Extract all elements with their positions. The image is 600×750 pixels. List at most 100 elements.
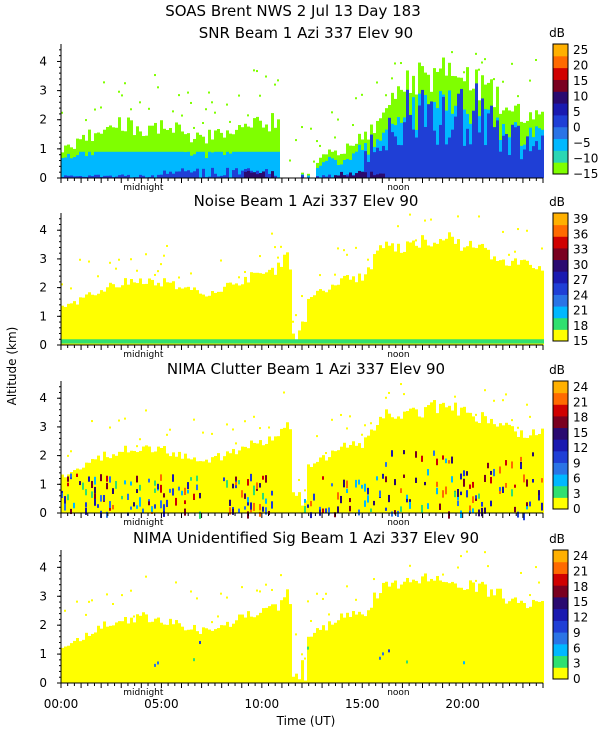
colorbar-segment — [553, 247, 568, 261]
colorbar-segment — [553, 497, 568, 510]
colorbar-unit: dB — [549, 195, 565, 209]
colorbar-tick-label: −10 — [573, 152, 598, 166]
y-tick-label: 2 — [39, 281, 47, 295]
colorbar-segment — [553, 596, 568, 610]
colorbar-tick-label: 21 — [573, 395, 588, 409]
colorbar-segment — [553, 439, 568, 452]
panel-title: NIMA Unidentified Sig Beam 1 Azi 337 Ele… — [133, 529, 479, 547]
colorbar-tick-label: 9 — [573, 626, 581, 640]
midnight-label: midnight — [123, 688, 164, 698]
colorbar-tick-label: 6 — [573, 472, 581, 486]
colorbar-segment — [553, 620, 568, 633]
colorbar-segment — [553, 162, 568, 175]
colorbar-tick-label: 15 — [573, 426, 588, 440]
colorbar-segment — [553, 485, 568, 498]
noon-label: noon — [387, 688, 409, 698]
colorbar-tick-label: 24 — [573, 380, 588, 394]
colorbar-tick-label: 18 — [573, 319, 588, 333]
colorbar-tick-label: −5 — [573, 136, 591, 150]
y-tick-label: 0 — [39, 506, 47, 520]
y-tick-label: 3 — [39, 252, 47, 266]
y-tick-label: 4 — [39, 54, 47, 68]
colorbar-segment — [553, 608, 568, 621]
colorbar-segment — [553, 79, 568, 92]
y-tick-label: 4 — [39, 223, 47, 237]
noon-label: noon — [387, 183, 409, 193]
heatmap-cells — [61, 213, 544, 345]
colorbar-segment — [553, 392, 568, 405]
colorbar-tick-label: 12 — [573, 441, 588, 455]
y-tick-label: 0 — [39, 171, 47, 185]
colorbar-segment — [553, 91, 568, 104]
colorbar-segment — [553, 271, 568, 284]
colorbar-tick-label: 10 — [573, 90, 588, 104]
colorbar-tick-label: 27 — [573, 273, 588, 287]
colorbar-segment — [553, 561, 568, 574]
colorbar-segment — [553, 294, 568, 307]
colorbar-segment — [553, 450, 568, 463]
panel-4: NIMA Unidentified Sig Beam 1 Azi 337 Ele… — [39, 529, 588, 698]
y-tick-label: 3 — [39, 589, 47, 603]
colorbar-segment — [553, 150, 568, 163]
midnight-label: midnight — [123, 183, 164, 193]
colorbar-tick-label: 12 — [573, 611, 588, 625]
x-tick-labels: 00:00 05:00 10:00 15:00 20:00 — [44, 697, 480, 711]
colorbar-segment — [553, 655, 568, 668]
y-tick-label: 0 — [39, 338, 47, 352]
colorbar-tick-label: 0 — [573, 121, 581, 135]
heatmap-cells — [61, 550, 544, 683]
noon-label: noon — [387, 350, 409, 360]
colorbar-tick-label: 3 — [573, 657, 581, 671]
colorbar-segment — [553, 224, 568, 237]
colorbar-segment — [553, 427, 568, 440]
colorbar-segment — [553, 259, 568, 272]
colorbar-tick-label: 30 — [573, 258, 588, 272]
y-axis-label: Altitude (km) — [5, 327, 19, 406]
colorbar-tick-label: 33 — [573, 243, 588, 257]
x-tick-label: 00:00 — [44, 697, 79, 711]
colorbar-tick-label: 18 — [573, 411, 588, 425]
panel-title: Noise Beam 1 Azi 337 Elev 90 — [194, 192, 419, 210]
colorbar-unit: dB — [549, 26, 565, 40]
heatmap-cells — [61, 51, 544, 178]
colorbar-segment — [553, 381, 568, 394]
y-tick-label: 1 — [39, 142, 47, 156]
colorbar-segment — [553, 550, 568, 563]
colorbar-tick-label: 0 — [573, 502, 581, 516]
colorbar-segment — [553, 573, 568, 586]
panel-3: NIMA Clutter Beam 1 Azi 337 Elev 9043210… — [39, 360, 588, 528]
colorbar-segment — [553, 667, 568, 680]
colorbar-segment — [553, 585, 568, 598]
y-tick-label: 1 — [39, 309, 47, 323]
y-tick-label: 0 — [39, 676, 47, 690]
colorbar-tick-label: 21 — [573, 304, 588, 318]
colorbar-tick-label: 18 — [573, 580, 588, 594]
colorbar-tick-label: 6 — [573, 641, 581, 655]
colorbar-segment — [553, 114, 568, 128]
figure-title: SOAS Brent NWS 2 Jul 13 Day 183 — [165, 2, 421, 20]
panel-title: SNR Beam 1 Azi 337 Elev 90 — [199, 24, 413, 42]
colorbar-segment — [553, 462, 568, 475]
colorbar-tick-label: 20 — [573, 59, 588, 73]
y-tick-label: 4 — [39, 560, 47, 574]
colorbar-segment — [553, 415, 568, 429]
colorbar-segment — [553, 282, 568, 295]
y-tick-label: 3 — [39, 84, 47, 98]
midnight-label: midnight — [123, 518, 164, 528]
colorbar-tick-label: 15 — [573, 74, 588, 88]
colorbar-segment — [553, 306, 568, 319]
x-tick-label: 20:00 — [445, 697, 480, 711]
colorbar-segment — [553, 236, 568, 249]
colorbar-unit: dB — [549, 532, 565, 546]
colorbar-segment — [553, 126, 568, 140]
colorbar-segment — [553, 44, 568, 57]
colorbar-tick-label: 24 — [573, 549, 588, 563]
colorbar-tick-label: 36 — [573, 227, 588, 241]
colorbar-segment — [553, 138, 568, 151]
y-tick-label: 2 — [39, 618, 47, 632]
